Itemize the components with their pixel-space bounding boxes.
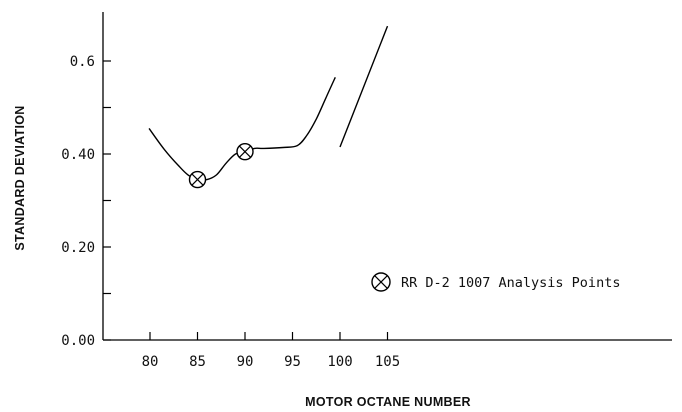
x-ticks: 80 85 90 95 100 105 xyxy=(142,332,400,370)
y-tick-label: 0.6 xyxy=(70,54,95,70)
y-axis-title: STANDARD DEVIATION xyxy=(13,105,27,250)
y-tick-label: 0.00 xyxy=(61,333,95,349)
series-line-1 xyxy=(148,77,336,181)
series-layer xyxy=(148,25,389,181)
x-tick-label: 95 xyxy=(284,354,301,370)
x-tick-label: 80 xyxy=(142,354,159,370)
x-tick-label: 100 xyxy=(327,354,352,370)
legend: RR D-2 1007 Analysis Points xyxy=(371,272,620,292)
analysis-point-marker xyxy=(236,142,254,161)
legend-circle-x-icon xyxy=(371,272,391,292)
x-tick-label: 85 xyxy=(189,354,206,370)
legend-label: RR D-2 1007 Analysis Points xyxy=(401,275,620,291)
x-tick-label: 90 xyxy=(237,354,254,370)
series-line-2 xyxy=(339,25,389,148)
marker-layer xyxy=(188,142,254,189)
y-tick-label: 0.40 xyxy=(61,147,95,163)
legend-marker-icon xyxy=(371,272,391,292)
x-tick-label: 105 xyxy=(375,354,400,370)
y-tick-label: 0.20 xyxy=(61,240,95,256)
y-ticks: 0.00 0.20 0.40 0.6 xyxy=(61,54,111,349)
analysis-point-marker xyxy=(188,170,207,189)
x-axis-title: MOTOR OCTANE NUMBER xyxy=(305,395,471,409)
